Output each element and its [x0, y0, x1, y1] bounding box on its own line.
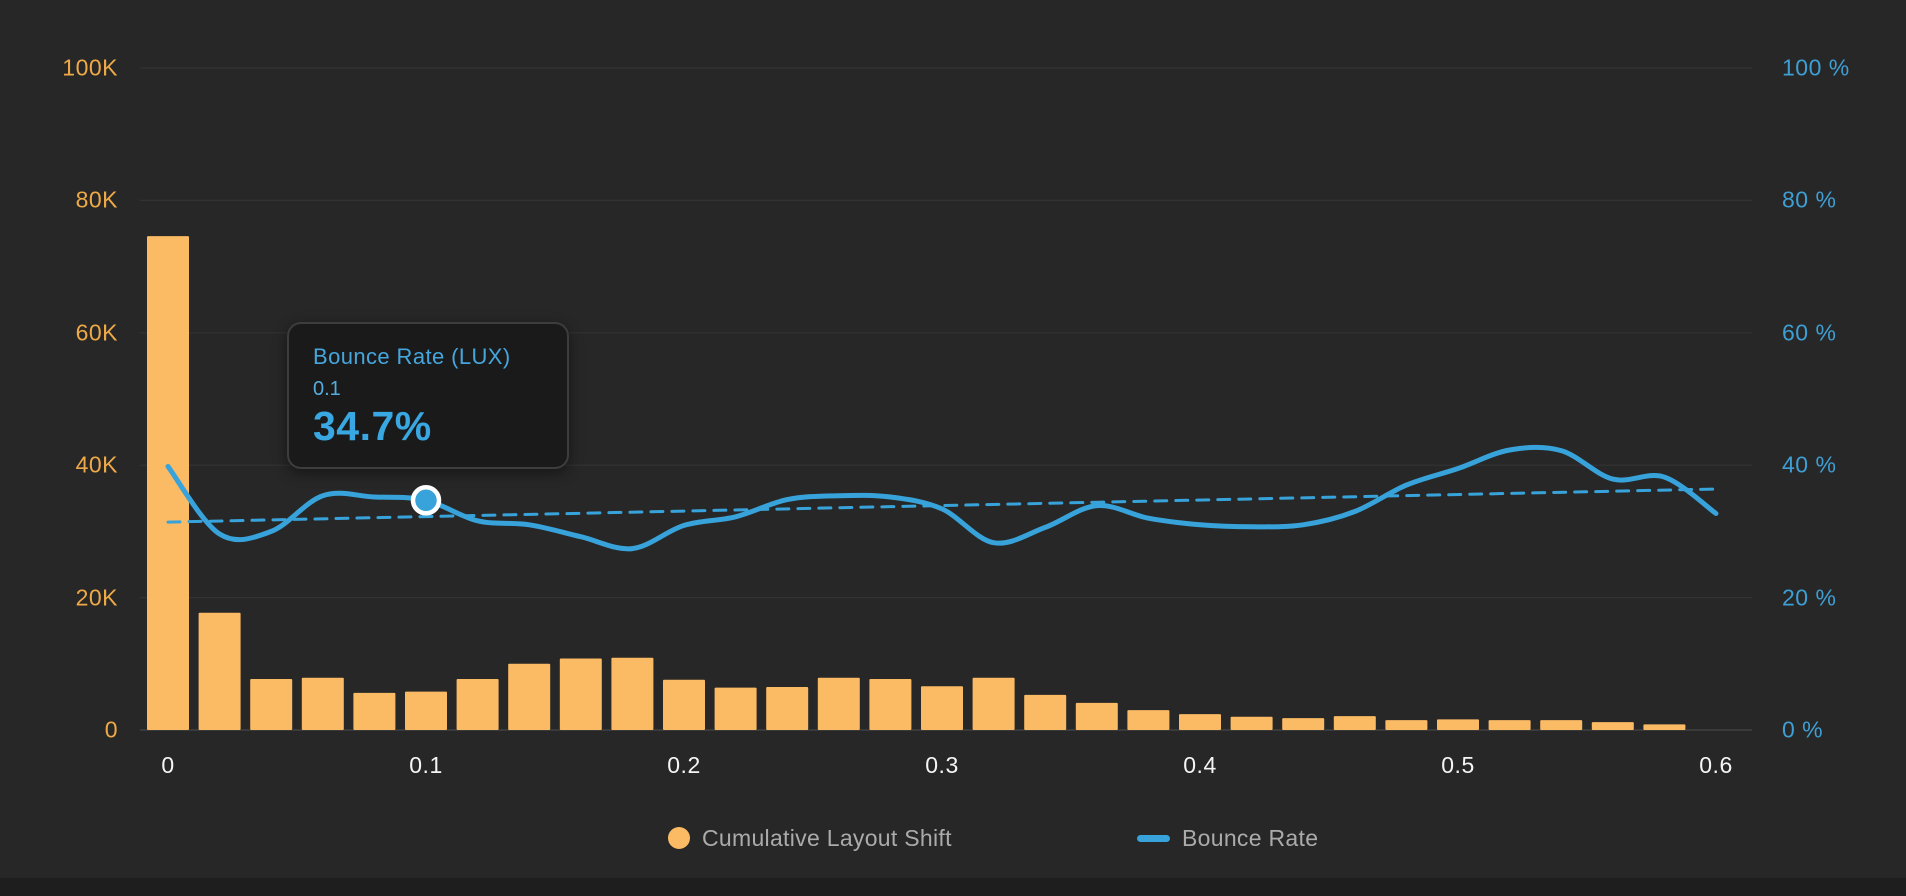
y-axis-right-tick: 40 % [1782, 451, 1837, 478]
bar-cumulative-layout-shift[interactable] [559, 658, 602, 731]
bar-cumulative-layout-shift[interactable] [1437, 719, 1479, 730]
bar-cumulative-layout-shift[interactable] [250, 679, 293, 730]
legend-item-bounce-rate[interactable]: Bounce Rate [1137, 822, 1318, 854]
bar-cumulative-layout-shift[interactable] [1230, 716, 1273, 730]
bar-cumulative-layout-shift[interactable] [1075, 702, 1118, 730]
x-axis-tick: 0.1 [409, 752, 443, 778]
bar-cumulative-layout-shift[interactable] [456, 679, 499, 730]
tooltip: Bounce Rate (LUX) 0.1 34.7% [287, 322, 569, 469]
bar-cumulative-layout-shift[interactable] [1127, 710, 1170, 730]
bar-cumulative-layout-shift[interactable] [1488, 720, 1531, 730]
bar-cumulative-layout-shift[interactable] [921, 686, 963, 730]
active-point-marker[interactable] [410, 485, 442, 516]
bar-cumulative-layout-shift[interactable] [147, 236, 189, 730]
bar-cumulative-layout-shift[interactable] [611, 657, 654, 730]
y-axis-left-tick: 20K [75, 584, 118, 611]
tooltip-series-title: Bounce Rate (LUX) [313, 344, 511, 369]
bar-cumulative-layout-shift[interactable] [1179, 714, 1221, 730]
y-axis-right-tick: 80 % [1782, 186, 1837, 213]
y-axis-right-tick: 100 % [1782, 54, 1850, 81]
bar-cumulative-layout-shift[interactable] [663, 679, 705, 730]
legend-circle-swatch-icon [668, 827, 690, 849]
bar-cumulative-layout-shift[interactable] [1282, 718, 1325, 730]
tooltip-value: 34.7% [313, 403, 432, 449]
bar-cumulative-layout-shift[interactable] [714, 687, 757, 730]
legend-label: Bounce Rate [1182, 824, 1319, 851]
bar-cumulative-layout-shift[interactable] [301, 677, 344, 730]
legend-item-cumulative-layout-shift[interactable]: Cumulative Layout Shift [668, 822, 952, 854]
x-axis-tick: 0.4 [1183, 752, 1217, 778]
bar-cumulative-layout-shift[interactable] [817, 677, 860, 730]
x-axis-tick: 0.3 [925, 752, 959, 778]
legend-dash-swatch-icon [1137, 834, 1170, 842]
x-axis-tick: 0.6 [1699, 752, 1733, 778]
bar-cumulative-layout-shift[interactable] [198, 612, 241, 730]
trendline-bounce-rate [166, 487, 1718, 524]
bar-cumulative-layout-shift[interactable] [972, 677, 1015, 730]
bar-cumulative-layout-shift[interactable] [1540, 720, 1583, 730]
y-axis-left-tick: 0 [104, 716, 118, 743]
bar-cumulative-layout-shift[interactable] [1333, 716, 1376, 730]
y-axis-right-tick: 0 % [1782, 716, 1824, 743]
bar-cumulative-layout-shift[interactable] [405, 691, 447, 730]
y-axis-left-tick: 80K [75, 186, 118, 213]
tooltip-x-label: 0.1 [313, 378, 341, 400]
bar-cumulative-layout-shift[interactable] [869, 679, 912, 730]
y-axis-right-tick: 60 % [1782, 319, 1837, 346]
bottom-edge-bar [0, 878, 1906, 896]
y-axis-left-tick: 60K [75, 319, 118, 346]
x-axis-tick: 0 [161, 752, 175, 778]
bar-cumulative-layout-shift[interactable] [766, 687, 809, 730]
y-axis-left-tick: 40K [75, 451, 118, 478]
legend-label: Cumulative Layout Shift [702, 824, 952, 851]
bar-cumulative-layout-shift[interactable] [1385, 720, 1428, 730]
x-axis-tick: 0.2 [667, 752, 701, 778]
bar-cumulative-layout-shift[interactable] [1591, 722, 1634, 730]
y-axis-right-tick: 20 % [1782, 584, 1837, 611]
bar-cumulative-layout-shift[interactable] [1024, 694, 1067, 730]
x-axis-tick: 0.5 [1441, 752, 1475, 778]
bar-cumulative-layout-shift[interactable] [353, 692, 396, 730]
bar-cumulative-layout-shift[interactable] [508, 663, 551, 730]
bar-cumulative-layout-shift[interactable] [1643, 724, 1686, 730]
legend: Cumulative Layout Shift Bounce Rate [0, 822, 1906, 854]
y-axis-left-tick: 100K [62, 54, 118, 81]
